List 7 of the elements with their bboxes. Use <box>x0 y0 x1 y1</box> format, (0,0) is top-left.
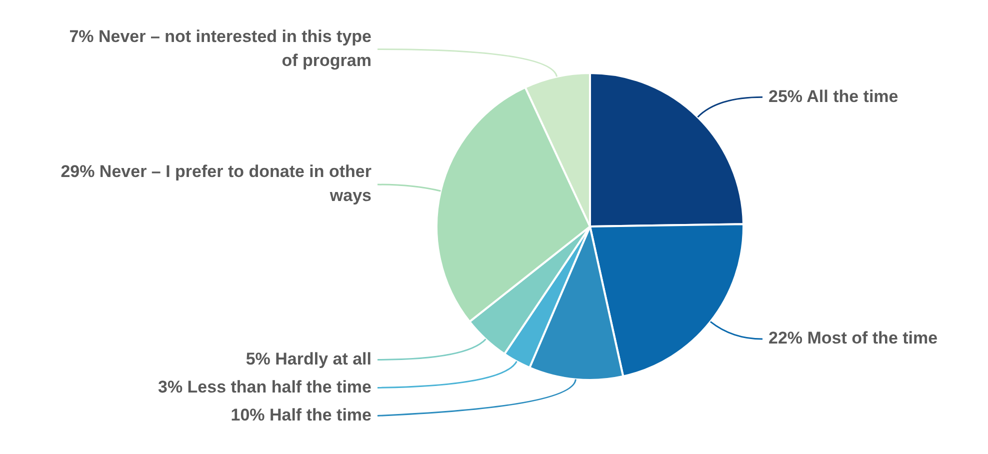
slice-label: 10% Half the time <box>230 405 372 424</box>
slice-label: 3% Less than half the time <box>158 377 372 396</box>
slice-label: 29% Never – I prefer to donate in other ways <box>60 162 372 206</box>
slice-label: 25% All the time <box>768 86 898 106</box>
slice-label: 5% Hardly at all <box>246 349 372 368</box>
slice-label: 7% Never – not interested in this type of program <box>69 26 372 70</box>
slice-label: 22% Most of the time <box>768 328 938 348</box>
